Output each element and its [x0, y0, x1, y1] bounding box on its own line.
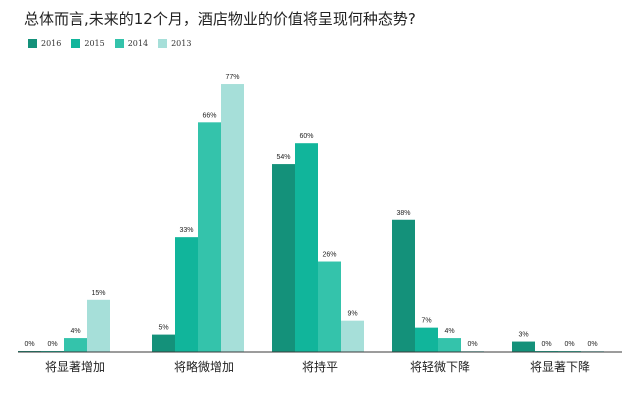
legend-label-2013: 2013	[171, 38, 192, 48]
value-label-2014-4: 0%	[564, 341, 574, 348]
category-label-3: 将轻微下降	[410, 360, 470, 374]
category-label-2: 将持平	[302, 359, 338, 374]
value-label-2013-3: 0%	[467, 341, 477, 348]
bar-2016-4	[512, 341, 535, 352]
chart-title: 总体而言,未来的12个月，酒店物业的价值将呈现何种态势?	[24, 10, 416, 28]
labels-group: 0% 5% 54% 38% 3% 0% 33% 60% 7% 0% 4% 66% 26% 4% 0% 15% 7…	[24, 74, 597, 374]
bar-2015-3	[415, 327, 438, 352]
value-label-2015-2: 60%	[299, 133, 313, 140]
legend-item-2015: 2015	[71, 38, 105, 48]
value-label-2013-1: 77%	[225, 74, 239, 81]
category-label-1: 将略微增加	[174, 359, 234, 374]
value-label-2015-0: 0%	[47, 341, 57, 348]
bar-2013-0	[87, 299, 110, 352]
value-label-2016-1: 5%	[158, 325, 168, 332]
value-label-2016-4: 3%	[518, 332, 528, 339]
bar-2015-1	[175, 237, 198, 352]
value-label-2016-3: 38%	[396, 210, 410, 217]
value-label-2015-3: 7%	[421, 318, 431, 325]
legend-item-2016: 2016	[28, 38, 62, 48]
bar-2013-1	[221, 84, 244, 352]
bar-2015-2	[295, 143, 318, 352]
legend-swatch-2014	[114, 38, 124, 48]
legend-label-2014: 2014	[127, 38, 149, 48]
bar-2016-2	[272, 164, 295, 352]
value-label-2015-1: 33%	[179, 227, 193, 234]
legend-label-2016: 2016	[41, 38, 62, 48]
bar-2016-3	[392, 219, 415, 352]
bar-2016-1	[152, 334, 175, 352]
bar-2014-0	[64, 338, 87, 352]
value-label-2015-4: 0%	[541, 341, 551, 348]
value-label-2014-2: 26%	[322, 252, 336, 259]
legend-item-2014: 2014	[114, 38, 149, 48]
category-label-0: 将显著增加	[45, 360, 105, 374]
value-label-2016-0: 0%	[24, 341, 34, 348]
bar-2014-3	[438, 338, 461, 352]
value-label-2016-2: 54%	[276, 154, 290, 161]
bar-2014-1	[198, 122, 221, 352]
legend-swatch-2013	[158, 38, 168, 48]
value-label-2013-2: 9%	[347, 311, 357, 318]
legend-swatch-2016	[28, 38, 37, 48]
value-label-2013-0: 15%	[91, 290, 105, 297]
legend-label-2015: 2015	[84, 38, 105, 48]
bars-group	[18, 84, 604, 352]
value-label-2013-4: 0%	[587, 341, 597, 348]
legend: 2016 2015 2014 2013	[28, 37, 191, 49]
bar-2013-2	[341, 320, 364, 352]
legend-swatch-2015	[71, 38, 81, 48]
value-label-2014-1: 66%	[202, 112, 216, 119]
value-label-2014-3: 4%	[444, 328, 454, 335]
category-label-4: 将显著下降	[530, 360, 590, 374]
bar-2014-2	[318, 261, 341, 352]
legend-item-2013: 2013	[158, 38, 192, 48]
value-label-2014-0: 4%	[70, 328, 80, 335]
